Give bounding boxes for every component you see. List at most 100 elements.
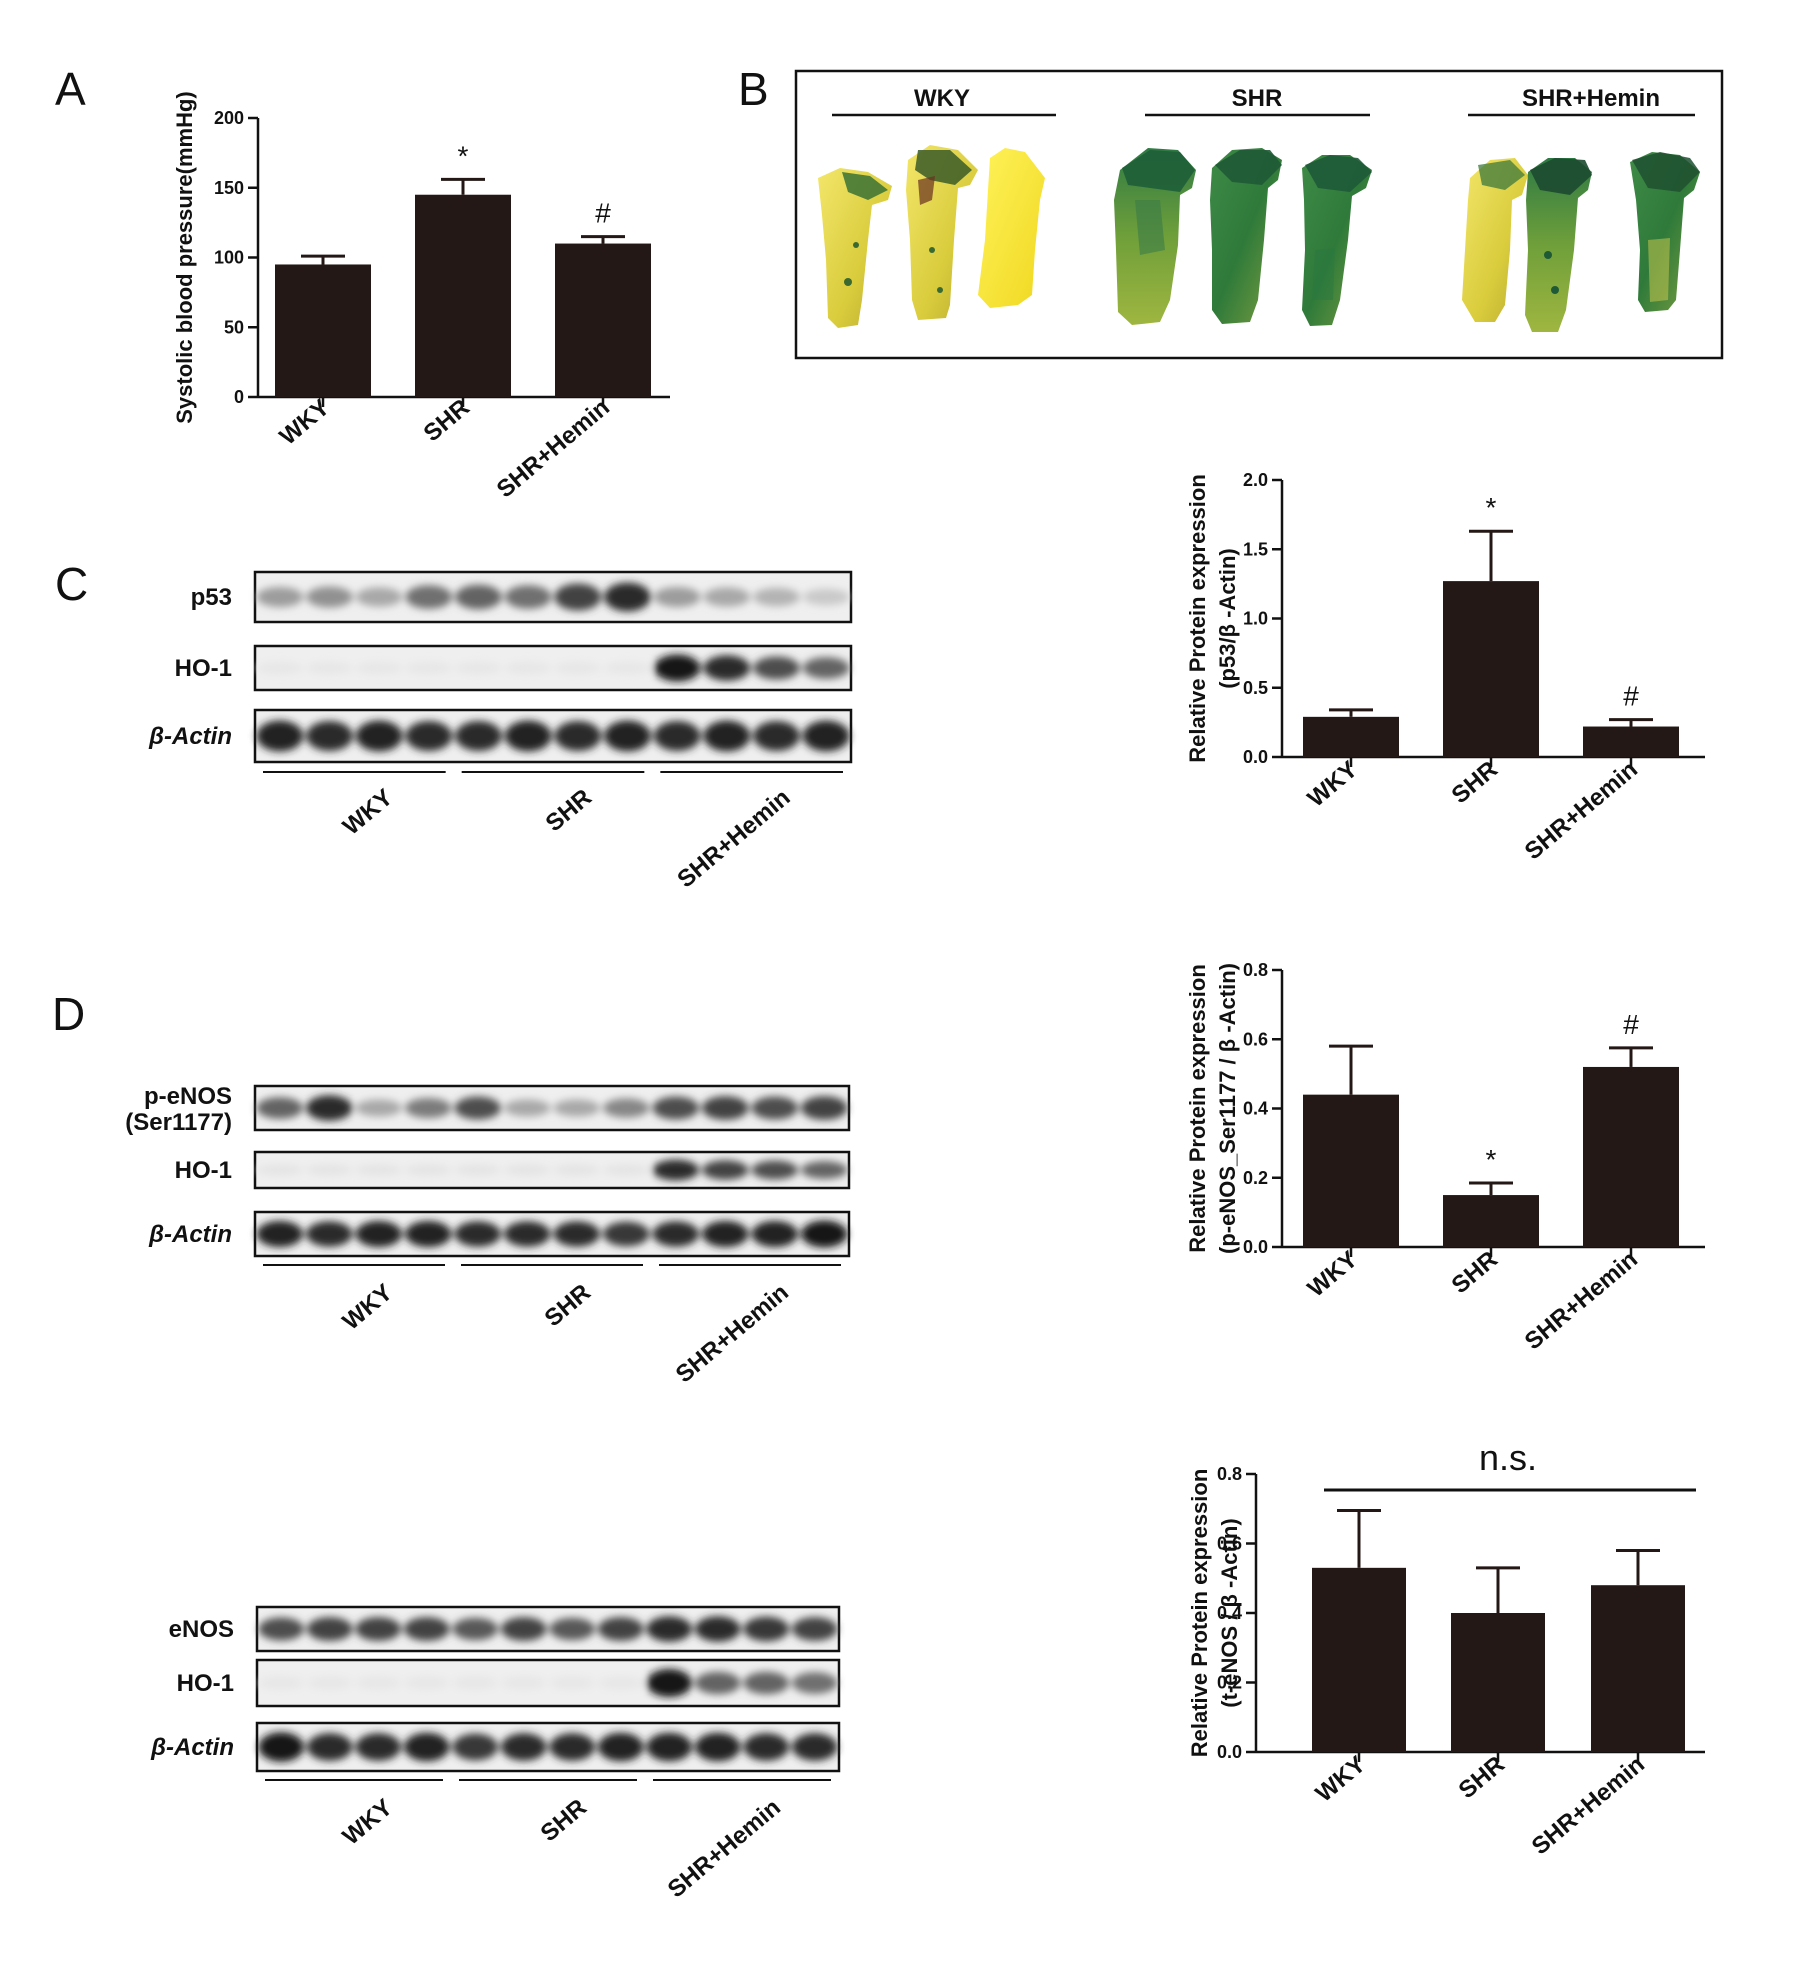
blot-band <box>405 585 453 609</box>
bar-shr-hemin <box>555 243 651 397</box>
y-axis-title-units: (p53/β -Actin) <box>1215 548 1240 689</box>
blot-band <box>256 720 304 752</box>
blot-band <box>751 1160 799 1180</box>
significance-mark: * <box>1486 1144 1497 1175</box>
blot-strip-actin <box>255 1721 841 1773</box>
blot-band <box>454 1221 502 1247</box>
blot-band <box>455 661 502 675</box>
blot-label: β-Actin <box>148 1221 232 1248</box>
blot-band <box>701 1220 749 1248</box>
blot-band <box>549 1617 596 1641</box>
blot-band <box>646 1616 693 1642</box>
y-tick-label: 0.2 <box>1217 1673 1242 1693</box>
bar-shr <box>1443 581 1539 757</box>
blot-band <box>694 1671 741 1695</box>
y-axis-title-units: (t-eNOS / β -Actin) <box>1217 1518 1242 1707</box>
blot-band <box>652 1221 700 1247</box>
y-tick-label: 0.6 <box>1217 1534 1242 1554</box>
y-tick-label: 0.0 <box>1243 747 1268 767</box>
blot-group-label: SHR <box>541 784 597 837</box>
y-tick-label: 1.0 <box>1243 609 1268 629</box>
blot-band <box>258 1676 305 1690</box>
blot-band <box>500 1617 547 1641</box>
blot-label: p53 <box>191 584 232 611</box>
blot-band <box>256 1097 304 1119</box>
blot-band <box>743 1616 790 1642</box>
blot-band <box>455 584 502 610</box>
blot-band <box>701 1096 749 1120</box>
chart-a-systolic-pressure: 0 50 100 150 200 WKY * SHR # SHR+Hemin Systolic bl… <box>172 91 670 503</box>
aorta-sample-shr-3 <box>1302 155 1372 326</box>
blot-band <box>653 720 701 752</box>
blot-band <box>703 655 751 681</box>
blot-band <box>355 1617 402 1641</box>
y-tick-label: 2.0 <box>1243 470 1268 490</box>
blot-band <box>553 1164 601 1176</box>
blot-band <box>503 1164 551 1176</box>
blot-band <box>504 720 552 752</box>
aorta-sample-shr-2 <box>1210 148 1282 324</box>
blot-band <box>256 586 304 608</box>
y-axis-title-units: (p-eNOS_Ser1177 / β -Actin) <box>1215 963 1240 1254</box>
y-tick-label: 0.4 <box>1217 1603 1242 1623</box>
y-axis-title: Relative Protein expression <box>1185 964 1210 1253</box>
y-tick-label: 200 <box>214 108 244 128</box>
blot-band <box>800 1161 848 1179</box>
blot-strip-enos <box>255 1605 841 1653</box>
blot-band <box>404 1097 452 1119</box>
blot-band <box>604 582 651 612</box>
staining-header-shr: SHR <box>1232 85 1283 112</box>
blot-band <box>652 1096 700 1120</box>
blot-strip-ho1 <box>253 644 853 692</box>
panel-letter-a: A <box>55 63 86 115</box>
blot-band <box>355 1676 402 1690</box>
blot-band <box>653 654 701 682</box>
blot-band <box>306 586 353 608</box>
blot-group-label: SHR <box>540 1279 596 1332</box>
blot-band <box>800 1220 848 1248</box>
blot-label: eNOS <box>169 1616 234 1643</box>
blot-band <box>452 1676 499 1690</box>
blot-band <box>653 586 701 608</box>
staining-header-shr-hemin: SHR+Hemin <box>1522 85 1660 112</box>
ns-label: n.s. <box>1479 1437 1537 1478</box>
blot-band <box>256 1220 304 1248</box>
y-tick-label: 150 <box>214 178 244 198</box>
y-axis-title: Relative Protein expression <box>1185 474 1210 763</box>
blot-band <box>403 1617 450 1641</box>
blot-band <box>355 587 403 607</box>
blot-band <box>800 1096 848 1120</box>
panel-letter-d: D <box>52 988 85 1040</box>
blot-band <box>791 1733 838 1761</box>
blot-band <box>743 1671 790 1695</box>
y-tick-label: 0.0 <box>1217 1742 1242 1762</box>
x-tick-label: SHR <box>1447 756 1503 809</box>
x-tick-label: SHR+Hemin <box>1527 1751 1650 1860</box>
blot-group-label: WKY <box>338 1794 398 1851</box>
x-tick-label: SHR <box>1454 1751 1510 1804</box>
bar-shr <box>415 194 511 397</box>
blot-strip-actin <box>253 708 853 764</box>
blot-band <box>791 1672 838 1694</box>
bar-wky <box>1303 716 1399 757</box>
western-blots: p53 HO-1 β-Actin WKY SHR SHR+Hemin p-eNOS(Ser1… <box>125 570 853 1903</box>
blot-band <box>753 656 800 680</box>
blot-band <box>694 1732 741 1762</box>
blot-group-label: WKY <box>338 784 398 841</box>
aorta-sample-shr-1 <box>1114 148 1196 325</box>
blot-band <box>554 661 602 675</box>
blot-band <box>305 1164 353 1176</box>
blot-band <box>404 1164 452 1176</box>
blot-band <box>403 1732 450 1762</box>
blot-band <box>258 1732 305 1762</box>
y-tick-label: 0 <box>234 387 244 407</box>
y-axis-title: Systolic blood pressure(mmHg) <box>172 91 197 424</box>
blot-band <box>553 1221 601 1247</box>
chart-d-teNOS-expression: 0.0 0.2 0.4 0.6 0.8 WKY SHR SHR+Hemin n.s. Relati… <box>1187 1437 1705 1860</box>
bar-shr <box>1443 1195 1539 1247</box>
blot-strip-ho1 <box>255 1658 841 1708</box>
bar-wky <box>1303 1094 1399 1247</box>
aorta-sample-shr-hemin-3 <box>1630 152 1700 312</box>
blot-band <box>802 588 850 606</box>
